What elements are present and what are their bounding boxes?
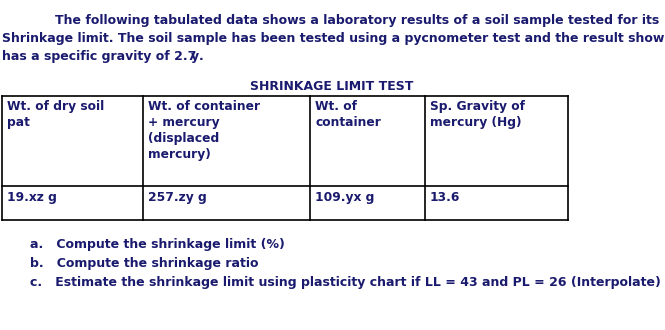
Text: Wt. of: Wt. of (315, 100, 357, 113)
Text: b.   Compute the shrinkage ratio: b. Compute the shrinkage ratio (30, 257, 259, 270)
Text: + mercury: + mercury (148, 116, 219, 129)
Text: Wt. of container: Wt. of container (148, 100, 260, 113)
Text: Sp. Gravity of: Sp. Gravity of (430, 100, 525, 113)
Text: SHRINKAGE LIMIT TEST: SHRINKAGE LIMIT TEST (250, 80, 414, 93)
Text: Shrinkage limit. The soil sample has been tested using a pycnometer test and the: Shrinkage limit. The soil sample has bee… (2, 32, 665, 45)
Text: 257.zy g: 257.zy g (148, 191, 207, 204)
Text: The following tabulated data shows a laboratory results of a soil sample tested : The following tabulated data shows a lab… (55, 14, 659, 27)
Text: has a specific gravity of 2.7: has a specific gravity of 2.7 (2, 50, 196, 63)
Text: mercury (Hg): mercury (Hg) (430, 116, 521, 129)
Text: pat: pat (7, 116, 30, 129)
Text: 13.6: 13.6 (430, 191, 460, 204)
Text: mercury): mercury) (148, 148, 211, 161)
Text: a.   Compute the shrinkage limit (%): a. Compute the shrinkage limit (%) (30, 238, 285, 251)
Text: container: container (315, 116, 381, 129)
Text: 19.xz g: 19.xz g (7, 191, 57, 204)
Text: (displaced: (displaced (148, 132, 219, 145)
Text: .: . (199, 50, 203, 63)
Text: y: y (191, 50, 199, 63)
Text: Wt. of dry soil: Wt. of dry soil (7, 100, 104, 113)
Text: c.   Estimate the shrinkage limit using plasticity chart if LL = 43 and PL = 26 : c. Estimate the shrinkage limit using pl… (30, 276, 661, 289)
Text: 109.yx g: 109.yx g (315, 191, 374, 204)
